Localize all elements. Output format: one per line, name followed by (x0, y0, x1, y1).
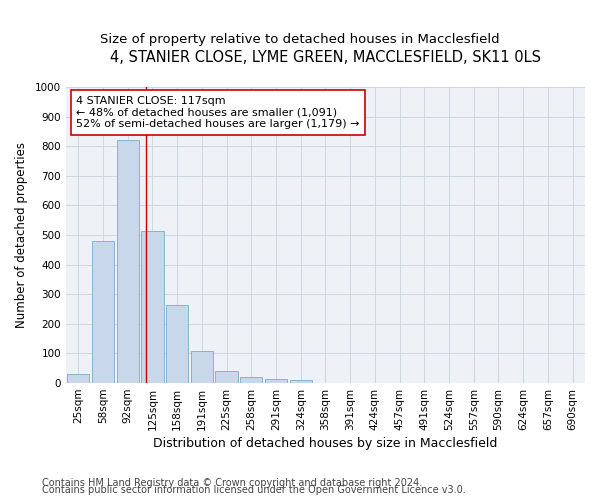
Text: Contains public sector information licensed under the Open Government Licence v3: Contains public sector information licen… (42, 485, 466, 495)
Bar (290, 380, 312, 383)
Bar (191, 350, 213, 383)
Bar (116, 140, 139, 383)
Bar (240, 377, 262, 383)
Bar (92, 241, 114, 383)
Text: 4 STANIER CLOSE: 117sqm
← 48% of detached houses are smaller (1,091)
52% of semi: 4 STANIER CLOSE: 117sqm ← 48% of detache… (76, 96, 360, 129)
Title: 4, STANIER CLOSE, LYME GREEN, MACCLESFIELD, SK11 0LS: 4, STANIER CLOSE, LYME GREEN, MACCLESFIE… (110, 50, 541, 65)
Bar (265, 378, 287, 383)
Bar (67, 374, 89, 383)
Text: Size of property relative to detached houses in Macclesfield: Size of property relative to detached ho… (100, 32, 500, 46)
Bar (166, 304, 188, 383)
Text: Contains HM Land Registry data © Crown copyright and database right 2024.: Contains HM Land Registry data © Crown c… (42, 478, 422, 488)
Bar (142, 230, 164, 383)
Bar (215, 371, 238, 383)
X-axis label: Distribution of detached houses by size in Macclesfield: Distribution of detached houses by size … (153, 437, 497, 450)
Y-axis label: Number of detached properties: Number of detached properties (15, 142, 28, 328)
